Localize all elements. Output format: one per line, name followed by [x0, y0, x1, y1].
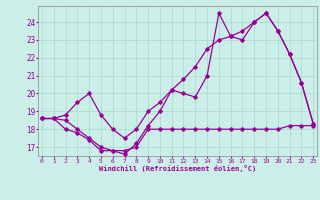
X-axis label: Windchill (Refroidissement éolien,°C): Windchill (Refroidissement éolien,°C): [99, 165, 256, 172]
